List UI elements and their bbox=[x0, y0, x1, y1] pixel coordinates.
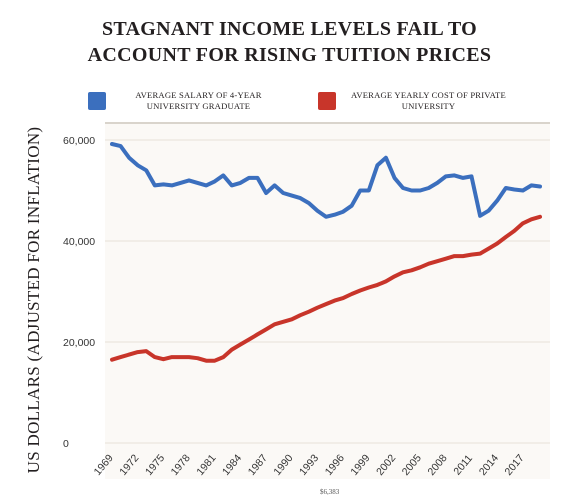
y-tick-label: 20,000 bbox=[63, 337, 95, 349]
x-tick-label: 2008 bbox=[425, 452, 449, 478]
chart-title-line-1: STAGNANT INCOME LEVELS FAIL TO bbox=[101, 18, 478, 40]
x-tick-label: 1975 bbox=[143, 452, 167, 478]
x-tick-label: 1969 bbox=[92, 452, 116, 478]
x-tick-label: 2005 bbox=[400, 452, 424, 478]
legend-item-salary: AVERAGE SALARY OF 4-YEAR UNIVERSITY GRAD… bbox=[88, 90, 281, 112]
y-tick-label: 60,000 bbox=[63, 135, 95, 147]
legend-label-cost: AVERAGE YEARLY COST OF PRIVATE UNIVERSIT… bbox=[351, 90, 506, 111]
legend-swatch-salary bbox=[88, 92, 106, 110]
x-tick-label: 1999 bbox=[348, 452, 372, 478]
y-tick-label: 40,000 bbox=[63, 236, 95, 248]
x-tick-label: 1993 bbox=[297, 452, 321, 478]
chart-title: STAGNANT INCOME LEVELS FAIL TO ACCOUNT F… bbox=[0, 16, 579, 68]
x-tick-label: 1996 bbox=[323, 452, 347, 478]
x-tick-label: 2002 bbox=[374, 452, 398, 478]
legend-swatch-cost bbox=[318, 92, 336, 110]
x-tick-label: 2011 bbox=[451, 452, 475, 477]
x-tick-label: 2017 bbox=[502, 452, 526, 478]
legend-label-salary: AVERAGE SALARY OF 4-YEAR UNIVERSITY GRAD… bbox=[135, 90, 262, 111]
chart-title-line-2: ACCOUNT FOR RISING TUITION PRICES bbox=[87, 44, 492, 66]
series-line-salary bbox=[110, 142, 542, 219]
series-line-cost bbox=[110, 214, 542, 363]
legend-item-cost: AVERAGE YEARLY COST OF PRIVATE UNIVERSIT… bbox=[318, 90, 511, 112]
x-tick-label: 1987 bbox=[246, 452, 270, 478]
plot-area bbox=[105, 122, 550, 479]
x-tick-label: 1984 bbox=[220, 452, 244, 478]
x-tick-label: 1981 bbox=[194, 452, 218, 478]
y-tick-label: 0 bbox=[63, 438, 69, 450]
x-tick-label: 2014 bbox=[477, 452, 501, 478]
footnote: $6,383 bbox=[320, 488, 340, 496]
x-tick-label: 1990 bbox=[271, 452, 295, 478]
x-tick-label: 1978 bbox=[169, 452, 193, 478]
x-tick-label: 1972 bbox=[117, 452, 141, 478]
